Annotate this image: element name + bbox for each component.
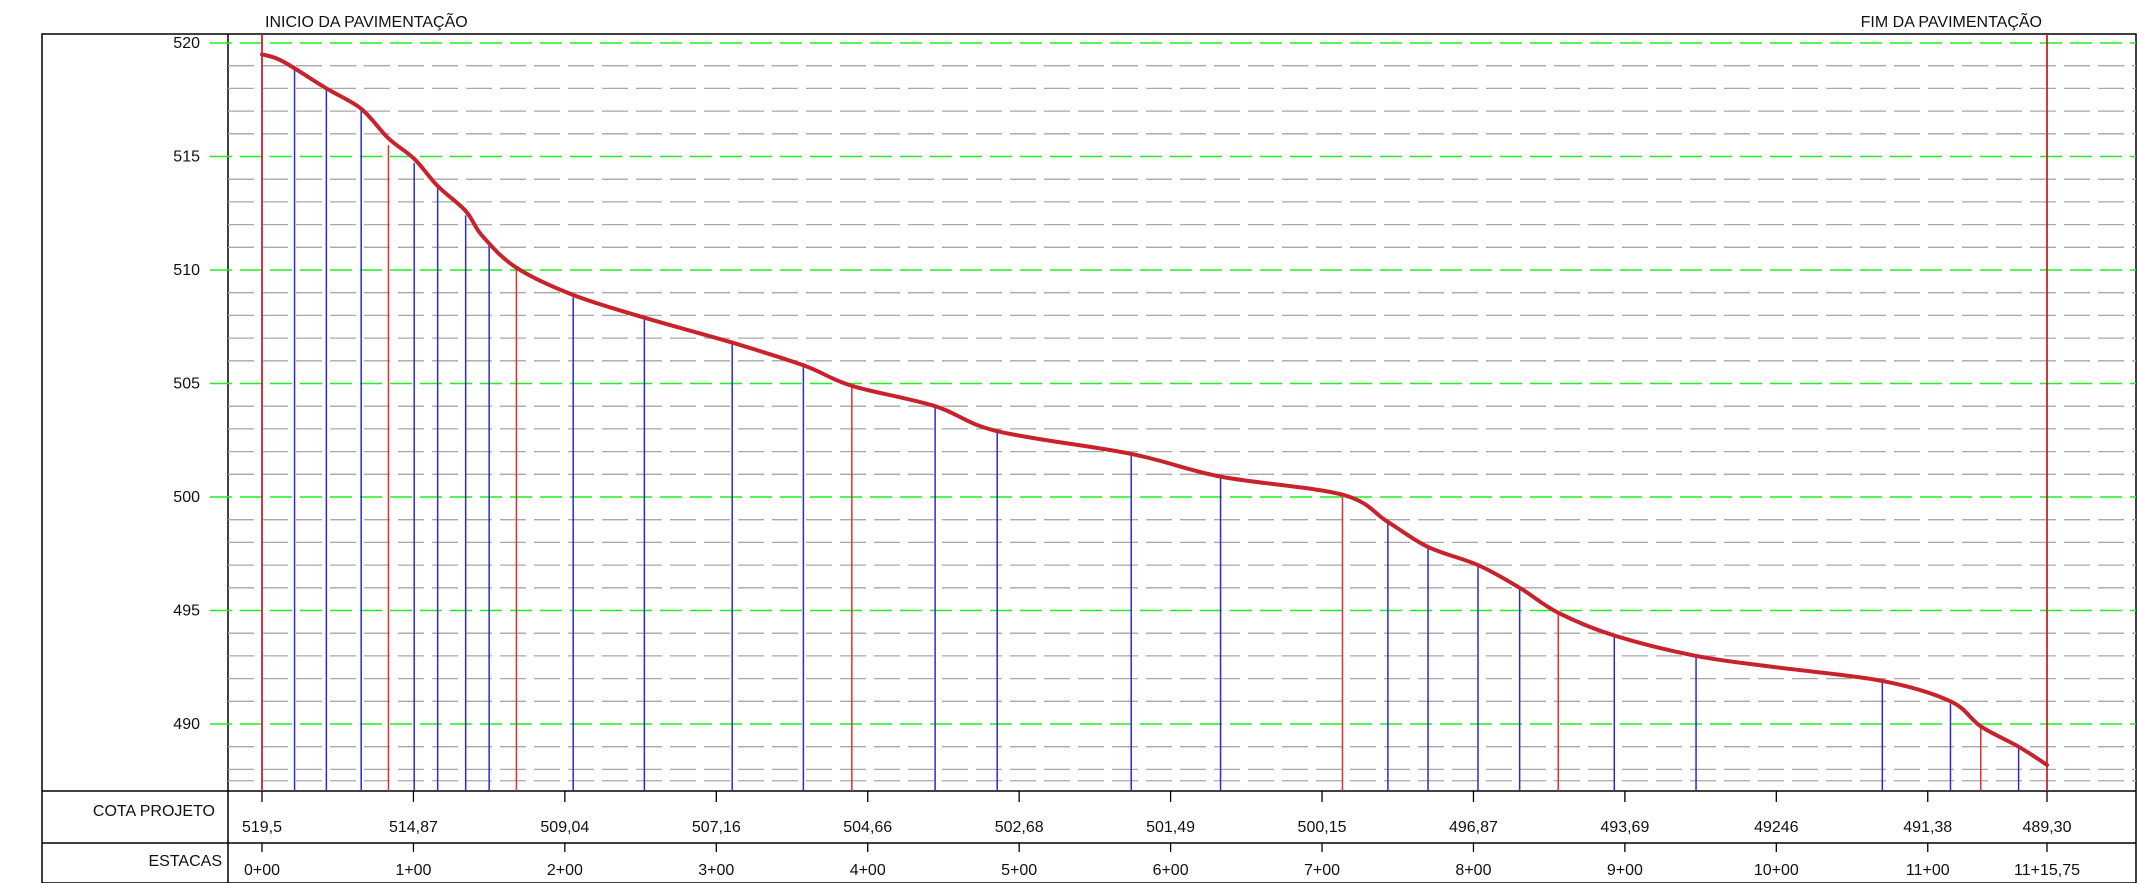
station-label: 11+15,75 [2014,862,2080,879]
station-label: 1+00 [395,862,431,879]
y-axis-ticks: 520 515 510 505 500 495 490 [173,35,200,733]
y-tick-label: 520 [173,35,200,52]
y-tick-label: 495 [173,603,200,620]
cota-value: 502,68 [995,819,1044,836]
cota-value: 500,15 [1298,819,1347,836]
station-label: 7+00 [1304,862,1340,879]
cota-value: 514,87 [389,819,438,836]
y-tick-label: 515 [173,149,200,166]
y-tick-label: 505 [173,376,200,393]
cota-value: 507,16 [692,819,741,836]
station-label: 10+00 [1754,862,1799,879]
grid-lines [210,42,2136,782]
y-tick-label: 510 [173,262,200,279]
cota-value: 49246 [1754,819,1799,836]
station-label: 4+00 [850,862,886,879]
end-paving-label: FIM DA PAVIMENTAÇÃO [1861,11,2042,31]
cota-value: 489,30 [2023,819,2072,836]
station-label: 5+00 [1001,862,1037,879]
cota-value: 496,87 [1449,819,1498,836]
y-tick-label: 500 [173,489,200,506]
station-verticals [261,34,2048,791]
cota-value: 493,69 [1600,819,1649,836]
cota-value: 519,5 [242,819,282,836]
station-label: 0+00 [244,862,280,879]
cota-projeto-label: COTA PROJETO [93,803,215,820]
cota-value: 509,04 [540,819,589,836]
cota-value: 491,38 [1903,819,1952,836]
station-label: 6+00 [1153,862,1189,879]
station-label: 9+00 [1607,862,1643,879]
cota-value: 504,66 [843,819,892,836]
station-label: 8+00 [1455,862,1491,879]
y-tick-label: 490 [173,716,200,733]
station-table: 519,5 0+00 514,87 1+00 509,04 2+00 507,16 3+00 5… [242,791,2080,879]
station-label: 3+00 [698,862,734,879]
station-label: 11+00 [1906,862,1950,879]
profile-series [260,52,2049,767]
profile-line [260,52,2049,767]
outer-frame [41,33,2137,883]
start-paving-label: INICIO DA PAVIMENTAÇÃO [265,11,468,31]
cota-value: 501,49 [1146,819,1195,836]
station-label: 2+00 [547,862,583,879]
estacas-label: ESTACAS [149,853,223,870]
